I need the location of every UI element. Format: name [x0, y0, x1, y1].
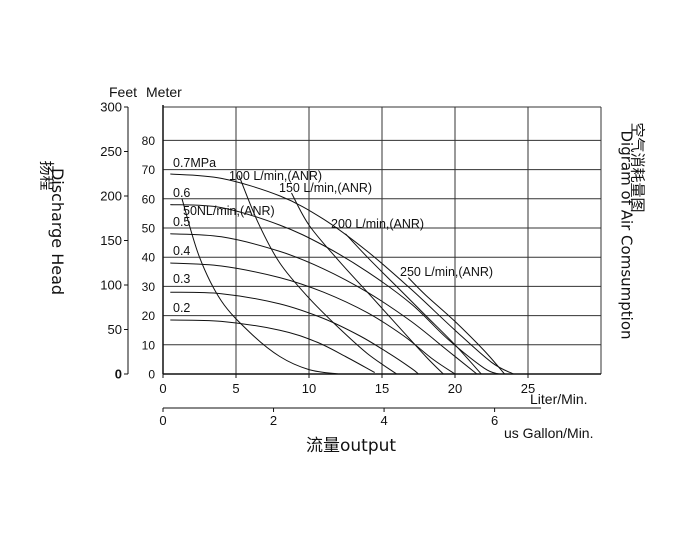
right-title-en: Digram of Air Comsumption [617, 130, 636, 340]
meter-tick-label: 10 [142, 338, 156, 352]
air-consumption-curve [181, 198, 339, 375]
air-consumption-curve-label: 50NL/min,(ANR) [183, 204, 275, 218]
pressure-curve-label: 0.4 [173, 244, 190, 258]
air-consumption-curve [291, 192, 444, 375]
liter-tick-label: 20 [448, 381, 462, 396]
meter-axis-label: Meter [146, 84, 182, 100]
x-axis-title: 流量output [306, 436, 397, 456]
air-consumption-curve-label: 200 L/min,(ANR) [331, 217, 424, 231]
pressure-curve [170, 233, 478, 375]
pressure-curve [170, 319, 375, 373]
pressure-curve-label: 0.2 [173, 301, 190, 315]
pressure-curve-label: 0.5 [173, 215, 190, 229]
pressure-curve [170, 291, 419, 375]
pressure-curve-label: 0.6 [173, 186, 190, 200]
feet-tick-label: 250 [100, 144, 122, 159]
pressure-curve [170, 204, 499, 375]
feet-tick-label: 0 [115, 367, 122, 382]
feet-tick-label: 50 [108, 322, 122, 337]
liter-tick-label: 15 [375, 381, 389, 396]
meter-tick-label: 60 [142, 192, 156, 206]
air-consumption-curve-label: 100 L/min,(ANR) [229, 169, 322, 183]
gallon-axis-label: us Gallon/Min. [504, 425, 593, 441]
pressure-curve [170, 173, 514, 375]
feet-axis-label: Feet [109, 84, 137, 100]
series [170, 173, 514, 375]
meter-tick-label: 20 [142, 309, 156, 323]
gallon-tick-label: 4 [380, 413, 387, 428]
gallon-tick-label: 2 [270, 413, 277, 428]
meter-tick-label: 0 [148, 368, 155, 382]
grid [162, 106, 602, 374]
liter-axis-label: Liter/Min. [530, 391, 588, 407]
feet-tick-label: 150 [100, 233, 122, 248]
labels: 0.7MPa 0.6 0.5 0.4 0.3 0.2 50NL/min,(ANR) 100 L… [173, 156, 493, 315]
liter-tick-label: 25 [521, 381, 535, 396]
meter-tick-label: 30 [142, 280, 156, 294]
meter-tick-label: 70 [142, 163, 156, 177]
meter-tick-label: 50 [142, 222, 156, 236]
pressure-curve [170, 262, 456, 375]
feet-tick-label: 300 [100, 100, 122, 115]
liter-tick-label: 0 [159, 381, 166, 396]
pressure-curve-label: 0.7MPa [173, 156, 216, 170]
meter-tick-label: 40 [142, 251, 156, 265]
air-consumption-curve [407, 277, 505, 375]
liter-tick-label: 10 [302, 381, 316, 396]
air-consumption-curve-label: 250 L/min,(ANR) [400, 265, 493, 279]
gallon-tick-label: 0 [159, 413, 166, 428]
air-consumption-curve [345, 233, 482, 375]
feet-tick-label: 100 [100, 278, 122, 293]
air-consumption-curve [238, 175, 397, 375]
pressure-curve-label: 0.3 [173, 272, 190, 286]
gallon-tick-label: 6 [491, 413, 498, 428]
liter-tick-label: 5 [232, 381, 239, 396]
meter-tick-label: 80 [142, 134, 156, 148]
feet-tick-label: 200 [100, 189, 122, 204]
y-axis-title-en: Discharge Head [48, 167, 68, 296]
air-consumption-curve-label: 150 L/min,(ANR) [279, 181, 372, 195]
